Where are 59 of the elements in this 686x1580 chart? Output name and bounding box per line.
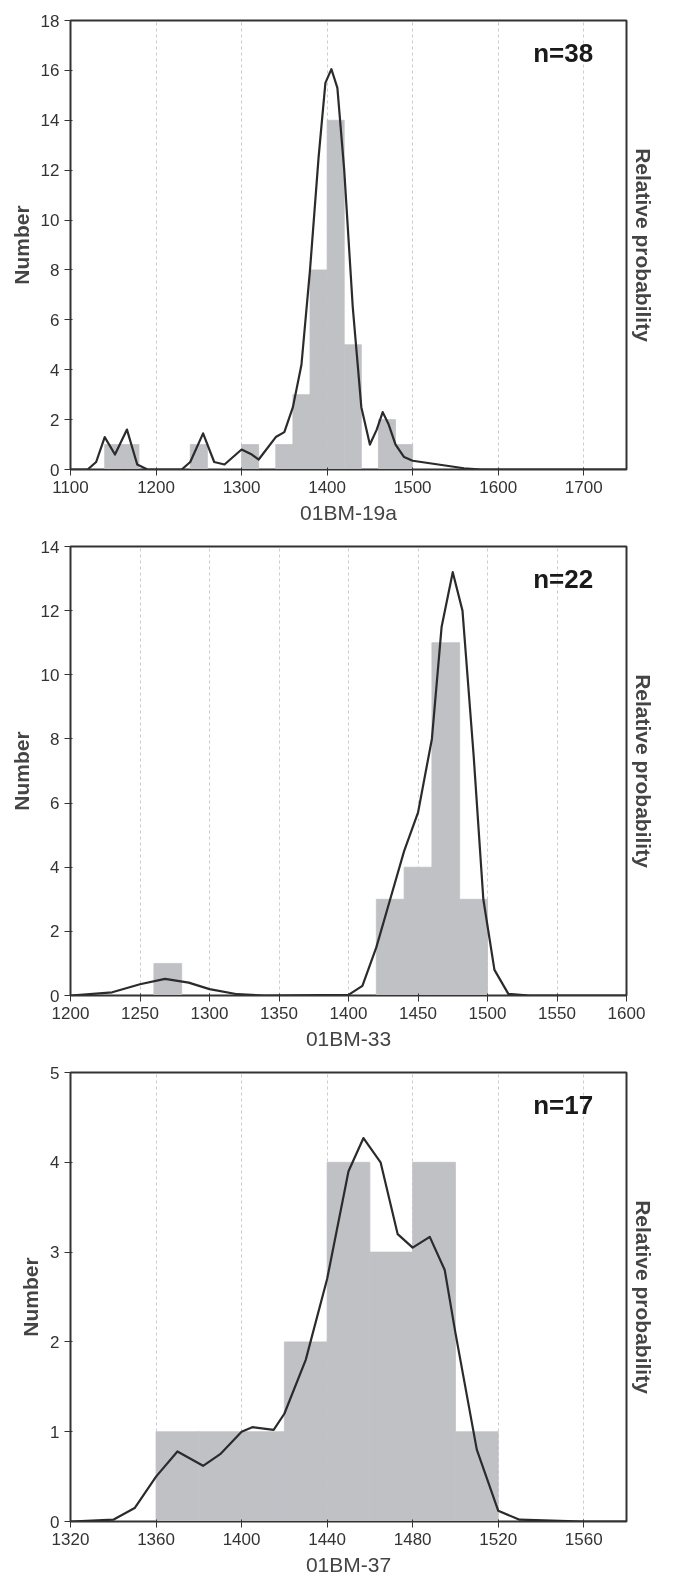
y-tick-label: 2 <box>50 1332 60 1352</box>
annotation: n=22 <box>533 564 594 595</box>
y-tick-label: 6 <box>50 794 60 814</box>
y-tick-label: 2 <box>50 922 60 942</box>
x-tick-label: 1300 <box>222 477 261 497</box>
x-tick-label: 1500 <box>393 477 432 497</box>
y-tick-label: 0 <box>50 986 60 1006</box>
y-tick-label: 4 <box>50 858 60 878</box>
annotation: n=38 <box>533 38 594 69</box>
y-tick-label: 2 <box>50 410 60 430</box>
x-tick-label: 1560 <box>564 1529 603 1549</box>
x-tick-label: 1200 <box>137 477 175 497</box>
x-tick-label: 1700 <box>564 477 603 497</box>
y-axis-title: Number <box>19 1257 43 1337</box>
x-tick-label: 1300 <box>190 1003 229 1023</box>
y-tick-label: 12 <box>40 601 60 621</box>
y-tick-label: 16 <box>40 61 60 81</box>
x-tick-label: 1520 <box>479 1529 518 1549</box>
y-axis-title: Number <box>9 205 33 285</box>
x-tick-label: 1500 <box>468 1003 507 1023</box>
y-tick-label: 10 <box>40 665 60 685</box>
y2-axis-title: Relative probability <box>631 1200 655 1395</box>
x-axis-title: 01BM-19a <box>300 500 398 524</box>
x-tick-label: 1400 <box>222 1529 261 1549</box>
x-tick-label: 1200 <box>51 1003 90 1023</box>
y-tick-label: 12 <box>40 161 60 181</box>
y-tick-label: 10 <box>40 211 60 231</box>
x-tick-label: 1450 <box>399 1003 437 1023</box>
y2-axis-title: Relative probability <box>631 674 655 869</box>
x-tick-label: 1600 <box>479 477 518 497</box>
x-axis-title: 01BM-33 <box>305 1026 392 1050</box>
y2-axis-title: Relative probability <box>631 148 655 343</box>
y-tick-label: 0 <box>50 460 60 480</box>
x-tick-label: 1100 <box>52 477 89 497</box>
y-tick-label: 8 <box>50 729 60 749</box>
x-tick-label: 1400 <box>308 477 347 497</box>
x-tick-label: 1600 <box>607 1003 646 1023</box>
y-tick-label: 8 <box>50 260 60 280</box>
x-tick-label: 1360 <box>137 1529 175 1549</box>
y-tick-label: 1 <box>50 1422 60 1442</box>
y-tick-label: 18 <box>40 11 60 31</box>
y-tick-label: 14 <box>40 111 60 131</box>
x-tick-label: 1400 <box>329 1003 368 1023</box>
y-tick-label: 4 <box>50 1153 60 1173</box>
x-axis-title: 01BM-37 <box>305 1552 392 1576</box>
y-tick-label: 0 <box>50 1512 60 1532</box>
x-tick-label: 1320 <box>51 1529 90 1549</box>
y-tick-label: 6 <box>50 310 60 330</box>
annotation: n=17 <box>533 1090 594 1121</box>
x-tick-label: 1350 <box>260 1003 298 1023</box>
x-tick-label: 1480 <box>393 1529 432 1549</box>
y-tick-label: 3 <box>50 1243 60 1263</box>
y-tick-label: 4 <box>50 360 60 380</box>
y-tick-label: 14 <box>40 537 60 557</box>
x-tick-label: 1250 <box>121 1003 159 1023</box>
y-axis-title: Number <box>9 731 33 811</box>
y-tick-label: 5 <box>50 1063 60 1083</box>
x-tick-label: 1550 <box>538 1003 576 1023</box>
x-tick-label: 1440 <box>308 1529 347 1549</box>
